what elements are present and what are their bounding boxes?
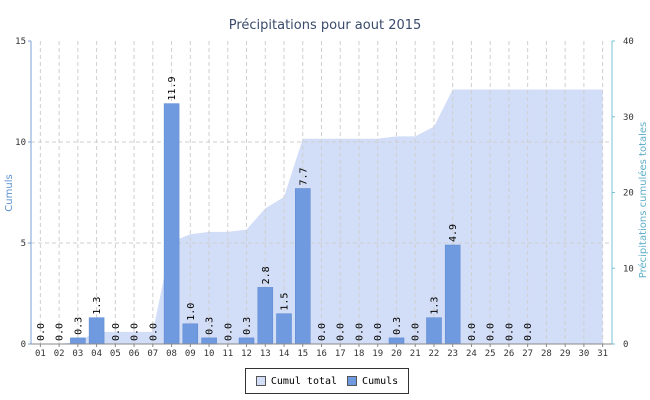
- x-tick-label: 30: [578, 349, 589, 359]
- bar-data-label: 0.0: [373, 323, 384, 341]
- bar-data-label: 1.0: [186, 303, 197, 321]
- x-tick-label: 25: [485, 349, 496, 359]
- x-tick-label: 15: [297, 349, 308, 359]
- x-tick-label: 02: [54, 349, 65, 359]
- bar-cumuls: [238, 337, 255, 345]
- y-tick-label: 0: [21, 340, 26, 350]
- x-tick-label: 16: [316, 349, 327, 359]
- bar-data-label: 0.0: [55, 323, 66, 341]
- legend: Cumul total Cumuls: [245, 368, 409, 394]
- x-tick-label: 11: [222, 349, 233, 359]
- bar-data-label: 1.5: [280, 293, 291, 311]
- bar-cumuls: [257, 287, 274, 345]
- bar-cumuls: [444, 244, 461, 345]
- bar-data-label: 0.0: [504, 323, 515, 341]
- plot-area: 0.0 0.0 0.3 1.3 0.0 0.0 0.0 11.9 1.0 0.3 0.0 0.3 2.8…: [15, 37, 634, 359]
- bar-data-label: 7.7: [298, 167, 309, 185]
- y-tick-label: 15: [15, 37, 26, 47]
- bar-data-label: 0.3: [205, 317, 216, 335]
- x-tick-label: 19: [372, 349, 383, 359]
- bar-data-label: 0.3: [73, 317, 84, 335]
- bar-data-label: 2.8: [261, 266, 272, 284]
- x-tick-label: 31: [597, 349, 608, 359]
- x-tick-label: 05: [110, 349, 121, 359]
- bar-data-label: 0.0: [36, 323, 47, 341]
- x-tick-label: 17: [335, 349, 346, 359]
- bar-data-label: 0.0: [317, 323, 328, 341]
- x-tick-label: 14: [279, 349, 290, 359]
- y2-tick-label: 40: [623, 37, 634, 47]
- legend-label-cumuls: Cumuls: [362, 375, 399, 387]
- bar-data-label: 0.0: [523, 323, 534, 341]
- bar-data-label: 0.0: [467, 323, 478, 341]
- bar-data-label: 0.0: [336, 323, 347, 341]
- bar-cumuls: [276, 313, 292, 345]
- bar-cumuls: [388, 337, 405, 345]
- bar-cumuls: [295, 188, 311, 345]
- x-tick-label: 23: [447, 349, 458, 359]
- x-tick-label: 22: [429, 349, 440, 359]
- x-tick-label: 21: [410, 349, 421, 359]
- y2-axis-title: Précipitations cumulées totales: [637, 122, 649, 279]
- x-tick-label: 12: [241, 349, 252, 359]
- x-tick-label: 09: [185, 349, 196, 359]
- x-tick-label: 03: [72, 349, 83, 359]
- y-tick-label: 5: [21, 239, 26, 249]
- bar-cumuls: [163, 103, 180, 345]
- x-tick-label: 20: [391, 349, 402, 359]
- bar-data-label: 0.0: [355, 323, 366, 341]
- x-tick-label: 13: [260, 349, 271, 359]
- x-tick-label: 07: [147, 349, 158, 359]
- bar-data-label: 4.9: [448, 224, 459, 242]
- x-tick-label: 26: [503, 349, 514, 359]
- y2-tick-label: 10: [623, 264, 634, 274]
- bar-cumuls: [182, 323, 199, 345]
- x-tick-label: 04: [91, 349, 102, 359]
- bar-cumuls: [201, 337, 217, 345]
- x-tick-label: 28: [541, 349, 552, 359]
- bar-data-label: 0.0: [111, 323, 122, 341]
- x-tick-label: 24: [466, 349, 477, 359]
- bar-cumuls: [88, 317, 105, 345]
- legend-item-cumuls: Cumuls: [347, 376, 398, 387]
- y-axis-title: Cumuls: [4, 174, 15, 211]
- x-tick-label: 27: [522, 349, 533, 359]
- bar-data-label: 1.3: [92, 297, 103, 315]
- y-tick-label: 10: [15, 138, 26, 148]
- x-tick-label: 06: [129, 349, 140, 359]
- x-tick-label: 10: [204, 349, 215, 359]
- x-tick-label: 01: [35, 349, 46, 359]
- y2-tick-label: 20: [623, 189, 634, 199]
- chart-title: Précipitations pour aout 2015: [229, 18, 422, 33]
- bar-data-label: 1.3: [430, 297, 441, 315]
- y2-tick-label: 30: [623, 113, 634, 123]
- legend-swatch-cumuls: [347, 376, 358, 386]
- bar-data-label: 0.0: [411, 323, 422, 341]
- bar-cumuls: [426, 317, 442, 345]
- bar-data-label: 0.0: [148, 323, 159, 341]
- bar-data-label: 11.9: [167, 77, 178, 101]
- legend-swatch-cumul-total: [255, 376, 266, 386]
- bar-data-label: 0.0: [486, 323, 497, 341]
- legend-label-cumul-total: Cumul total: [270, 375, 338, 387]
- y2-tick-label: 0: [623, 340, 628, 350]
- x-tick-label: 18: [354, 349, 365, 359]
- x-tick-label: 29: [560, 349, 571, 359]
- bar-data-label: 0.3: [242, 317, 253, 335]
- legend-item-cumul-total: Cumul total: [255, 375, 338, 387]
- bar-data-label: 0.0: [130, 323, 141, 341]
- bar-data-label: 0.3: [392, 317, 403, 335]
- bar-cumuls: [70, 337, 86, 345]
- bar-data-label: 0.0: [223, 323, 234, 341]
- x-tick-label: 08: [166, 349, 177, 359]
